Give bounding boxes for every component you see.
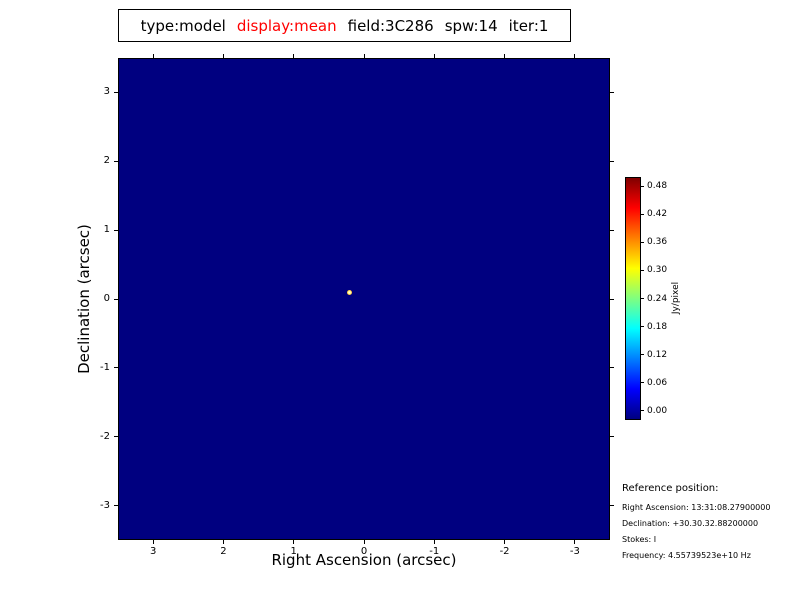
y-tick-mark-right xyxy=(610,160,614,162)
x-tick-label: -2 xyxy=(499,546,510,557)
reference-position-block: Reference position: Right Ascension: 13:… xyxy=(622,483,770,567)
x-tick-mark-top xyxy=(574,54,576,58)
x-tick-mark-top xyxy=(222,54,224,58)
x-tick-mark-top xyxy=(293,54,295,58)
x-tick-mark-bottom xyxy=(504,540,506,544)
x-tick-label: 0 xyxy=(360,546,368,557)
colorbar-tick-label: 0.18 xyxy=(647,321,668,332)
x-tick-mark-top xyxy=(363,54,365,58)
y-tick-label: 2 xyxy=(103,155,110,167)
y-tick-mark-right xyxy=(610,229,614,231)
y-tick-mark-right xyxy=(610,436,614,438)
reference-position-heading: Reference position: xyxy=(622,483,719,494)
plot-title-box: type:model display:mean field:3C286 spw:… xyxy=(118,9,571,42)
x-tick-label: 2 xyxy=(220,546,227,557)
y-tick-mark-right xyxy=(610,367,614,369)
colorbar-tick-label: 0.42 xyxy=(647,209,668,220)
y-tick-label: -1 xyxy=(100,361,110,373)
colorbar-tick-label: 0.06 xyxy=(647,377,668,388)
y-tick-mark-left xyxy=(114,298,118,300)
title-part-type: type:model xyxy=(140,16,226,35)
x-tick-label: -3 xyxy=(569,546,580,557)
colorbar-tick-mark xyxy=(641,326,644,328)
y-tick-mark-left xyxy=(114,229,118,231)
y-tick-mark-left xyxy=(114,367,118,369)
x-tick-mark-top xyxy=(152,54,154,58)
colorbar-tick-mark xyxy=(641,185,644,187)
x-tick-label: 3 xyxy=(149,546,157,557)
title-part-field: field:3C286 xyxy=(347,16,434,35)
colorbar-tick-label: 0.24 xyxy=(647,293,668,304)
colorbar-tick-mark xyxy=(641,354,644,356)
colorbar-gradient xyxy=(625,177,641,420)
title-part-spw: spw:14 xyxy=(444,16,498,35)
y-tick-label: 3 xyxy=(103,86,110,98)
colorbar-tick-mark xyxy=(641,241,644,243)
reference-declination: Declination: +30.30.32.88200000 xyxy=(622,519,759,528)
x-tick-label: 1 xyxy=(290,546,297,557)
y-tick-mark-right xyxy=(610,505,614,507)
colorbar-tick-label: 0.36 xyxy=(647,237,668,248)
title-part-iter: iter:1 xyxy=(508,16,549,35)
y-tick-label: -3 xyxy=(100,499,110,511)
y-tick-label: -2 xyxy=(100,430,110,442)
y-tick-mark-left xyxy=(114,436,118,438)
x-tick-mark-bottom xyxy=(152,540,154,544)
x-axis-label: Right Ascension (arcsec) xyxy=(271,551,457,569)
sky-image-plot xyxy=(118,58,610,540)
colorbar-tick-mark xyxy=(641,269,644,271)
y-tick-mark-right xyxy=(610,298,614,300)
x-tick-label: -1 xyxy=(429,546,440,557)
reference-stokes: Stokes: I xyxy=(622,535,657,544)
x-tick-mark-top xyxy=(433,54,435,58)
x-tick-mark-bottom xyxy=(433,540,435,544)
x-tick-mark-bottom xyxy=(293,540,295,544)
colorbar-tick-mark xyxy=(641,213,644,215)
colorbar-tick-label: 0.12 xyxy=(647,349,668,360)
colorbar-tick-mark xyxy=(641,410,644,412)
reference-frequency: Frequency: 4.55739523e+10 Hz xyxy=(622,551,751,560)
y-tick-label: 1 xyxy=(103,224,110,236)
colorbar-tick-mark xyxy=(641,382,644,384)
y-tick-mark-right xyxy=(610,91,614,93)
colorbar-tick-mark xyxy=(641,298,644,299)
colorbar-tick-label: 0.00 xyxy=(647,405,668,416)
colorbar-unit-label: Jy/pixel xyxy=(671,281,681,315)
point-source-marker xyxy=(347,289,353,295)
reference-right-ascension: Right Ascension: 13:31:08.27900000 xyxy=(622,503,771,512)
x-tick-mark-top xyxy=(504,54,506,58)
colorbar-tick-label: 0.30 xyxy=(647,265,668,276)
y-tick-label: 0 xyxy=(103,293,110,304)
x-tick-mark-bottom xyxy=(222,540,224,544)
x-tick-mark-bottom xyxy=(363,540,365,544)
title-part-display: display:mean xyxy=(236,16,337,35)
y-tick-mark-left xyxy=(114,91,118,93)
y-tick-mark-left xyxy=(114,160,118,162)
y-tick-mark-left xyxy=(114,505,118,507)
colorbar-tick-label: 0.48 xyxy=(647,181,668,192)
x-tick-mark-bottom xyxy=(574,540,576,544)
